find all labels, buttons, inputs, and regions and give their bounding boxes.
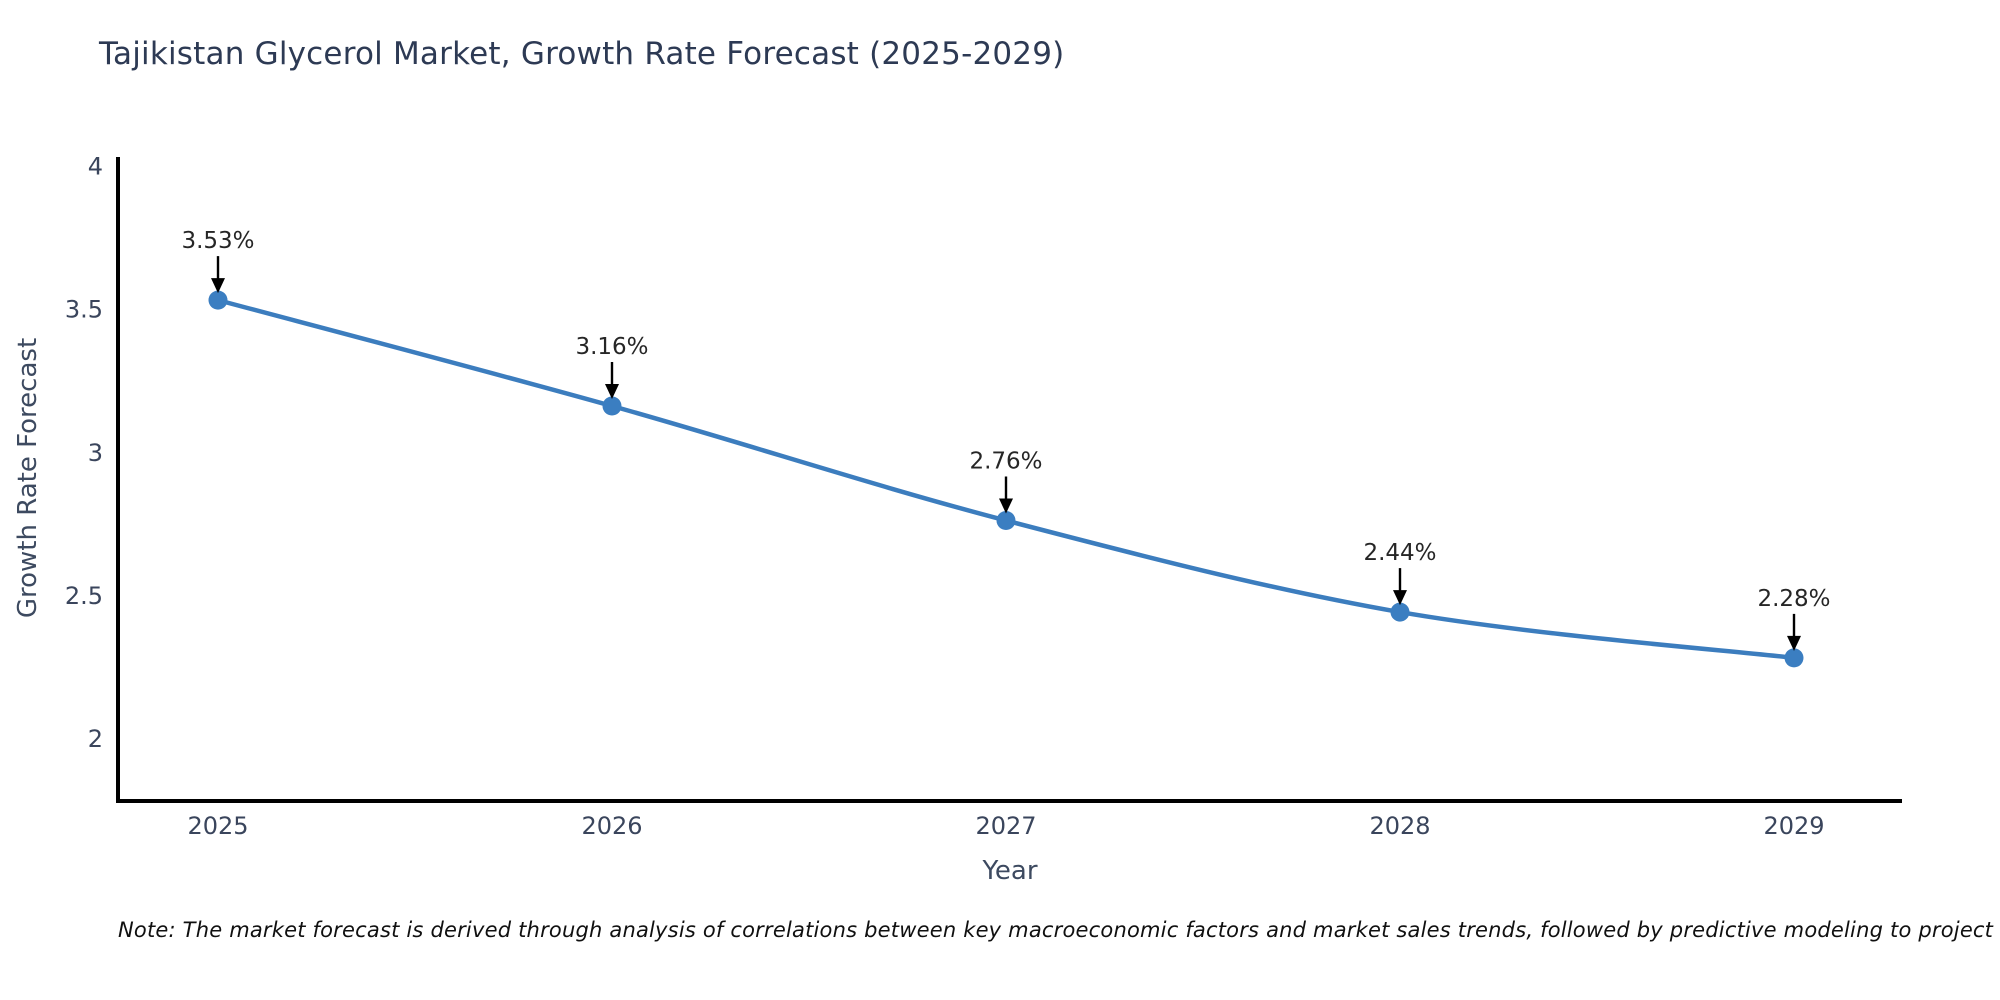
annotation-arrowhead [211, 278, 225, 294]
x-tick-label: 2025 [187, 812, 248, 840]
y-tick-label: 2 [88, 725, 103, 753]
y-axis-title: Growth Rate Forecast [13, 337, 43, 619]
annotation-arrowhead [605, 384, 619, 400]
data-point-marker [1390, 602, 1410, 622]
annotation-label: 2.28% [1757, 586, 1830, 612]
data-point-marker [208, 290, 228, 310]
x-tick-label: 2027 [975, 812, 1036, 840]
x-tick-label: 2029 [1763, 812, 1824, 840]
axis-lines [116, 157, 1902, 803]
annotation-label: 2.44% [1363, 540, 1436, 566]
annotation-arrowhead [999, 498, 1013, 514]
y-tick-label: 2.5 [65, 582, 103, 610]
x-tick-label: 2028 [1369, 812, 1430, 840]
annotation-arrowhead [1787, 635, 1801, 651]
annotation-arrowhead [1393, 590, 1407, 606]
annotation-label: 3.16% [575, 334, 648, 360]
annotation-label: 3.53% [181, 228, 254, 254]
footnote: Note: The market forecast is derived thr… [118, 918, 2000, 942]
x-axis-title: Year [982, 856, 1038, 886]
data-point-marker [996, 511, 1016, 531]
y-tick-label: 3.5 [65, 296, 103, 324]
data-point-marker [602, 396, 622, 416]
chart-title: Tajikistan Glycerol Market, Growth Rate … [99, 36, 1065, 72]
y-tick-label: 4 [88, 153, 103, 181]
annotation-label: 2.76% [969, 449, 1042, 475]
data-point-marker [1784, 648, 1804, 668]
y-tick-label: 3 [88, 439, 103, 467]
x-tick-label: 2026 [581, 812, 642, 840]
